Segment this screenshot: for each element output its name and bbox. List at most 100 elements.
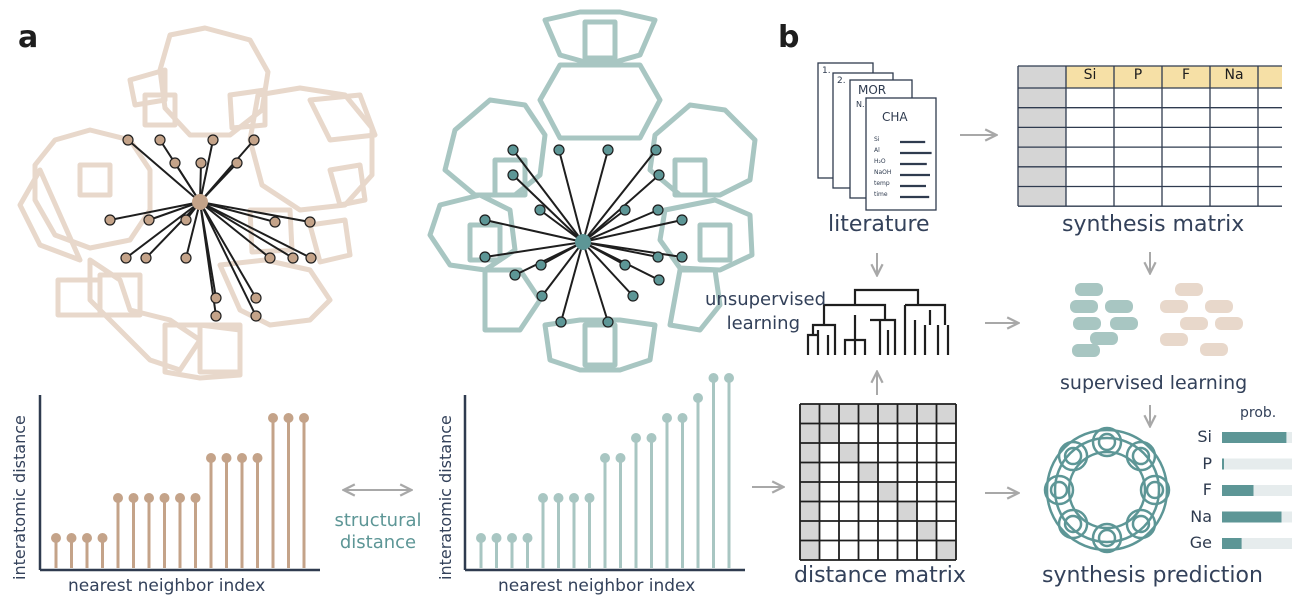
distance-matrix-caption: distance matrix <box>794 563 966 588</box>
chart-right-xlabel: nearest neighbor index <box>498 576 696 596</box>
neighbor-atom <box>619 204 631 216</box>
stem-marker <box>693 393 703 403</box>
neighbor-atom <box>180 252 192 264</box>
neighbor-bond <box>560 241 584 323</box>
stem-marker <box>615 453 626 463</box>
stem-marker <box>113 493 123 503</box>
stem-marker <box>299 413 309 423</box>
prob-bar-fill <box>1222 511 1282 523</box>
matrix-first-row-cell <box>800 404 820 424</box>
neighbor-atom <box>210 292 222 304</box>
matrix-first-col-cell <box>800 423 820 443</box>
neighbor-atom <box>120 252 132 264</box>
neighbor-atom <box>536 290 548 302</box>
neighbor-atom <box>248 134 260 146</box>
prediction-element-label: F <box>1202 480 1212 499</box>
neighbor-atom <box>507 144 519 156</box>
prob-bar-fill <box>1222 538 1242 549</box>
zeolite-inner-pore <box>1145 480 1165 500</box>
beige-neighbor-spokes <box>104 134 317 322</box>
prediction-element-label: Ge <box>1189 533 1212 552</box>
unsupervised-line2: learning <box>726 313 800 334</box>
doc-row-label: H₂O <box>874 158 886 165</box>
neighbor-atom <box>627 290 639 302</box>
stem-marker <box>237 453 247 463</box>
neighbor-bond <box>512 174 584 243</box>
stem-marker <box>724 373 734 383</box>
matrix-first-row-cell <box>839 404 859 424</box>
matrix-first-col-cell <box>800 482 820 502</box>
neighbor-atom <box>507 169 519 181</box>
chart-right-stems <box>476 373 734 568</box>
stem-marker <box>662 413 672 423</box>
prediction-element-label: Si <box>1197 427 1212 446</box>
literature-caption: literature <box>828 212 930 237</box>
doc-row-label: temp <box>874 180 890 187</box>
neighbor-atom <box>195 157 207 169</box>
neighbor-atom <box>676 251 688 263</box>
stem-marker <box>66 533 77 543</box>
doc-label-n: N. <box>856 100 865 109</box>
matrix-first-row-cell <box>878 404 898 424</box>
zeolite-pore <box>1043 474 1075 506</box>
doc-label-2: 2. <box>837 76 846 86</box>
neighbor-bond <box>484 219 584 243</box>
literature-doc-bars <box>900 140 932 199</box>
matrix-diagonal-cell <box>839 443 859 463</box>
neighbor-atom <box>534 204 546 216</box>
neighbor-bond <box>148 201 201 221</box>
zeolite-pore <box>1125 440 1157 472</box>
neighbor-bond <box>109 201 201 221</box>
stem-marker <box>476 533 486 543</box>
matrix-header-cell: Si <box>1083 67 1097 83</box>
zeolite-pore <box>1125 508 1157 540</box>
neighbor-bond <box>199 201 276 223</box>
stem-marker <box>600 453 610 463</box>
predicted-zeolite-icon <box>1043 426 1171 554</box>
matrix-first-col-cell <box>800 521 820 541</box>
neighbor-atom <box>305 252 317 264</box>
neighbor-atom <box>287 252 299 264</box>
panel-b-label: b <box>778 20 800 55</box>
zeolite-pore <box>1091 522 1123 554</box>
doc-row-label: time <box>874 191 888 198</box>
stem-marker <box>584 493 595 503</box>
chart-right-ylabel: interatomic distance <box>436 415 455 580</box>
matrix-first-row-cell <box>897 404 917 424</box>
neighbor-bond <box>582 219 683 243</box>
neighbor-atom <box>653 274 665 286</box>
neighbor-atom <box>653 169 665 181</box>
prob-bar-track <box>1222 538 1292 549</box>
neighbor-bond <box>199 162 238 203</box>
neighbor-bond <box>199 201 271 259</box>
beige-decision-tree-icon <box>1160 283 1243 356</box>
neighbor-atom <box>180 214 192 226</box>
matrix-first-row-cell <box>936 404 956 424</box>
neighbor-atom <box>652 251 664 263</box>
prob-bar-track <box>1222 458 1292 470</box>
doc-label-1: 1. <box>822 66 831 76</box>
neighbor-atom <box>602 144 614 156</box>
stem-marker <box>708 373 719 383</box>
synthesis-matrix <box>1017 65 1282 207</box>
stem-marker <box>283 413 294 423</box>
neighbor-atom <box>535 259 547 271</box>
chart-left-xlabel: nearest neighbor index <box>68 576 266 596</box>
neighbor-atom <box>231 157 243 169</box>
neighbor-atom <box>652 204 664 216</box>
neighbor-atom <box>154 134 166 146</box>
stem-marker <box>51 533 61 543</box>
prob-bar-track <box>1222 485 1292 496</box>
matrix-diagonal-cell <box>819 423 839 443</box>
prediction-element-label: P <box>1202 453 1212 473</box>
doc-label-cha: CHA <box>882 110 908 124</box>
neighbor-bond <box>199 139 214 203</box>
doc-row-label: Si <box>874 136 880 143</box>
beige-framework <box>17 25 378 381</box>
structural-label: structural <box>334 510 422 531</box>
matrix-diagonal-cell <box>917 521 937 541</box>
neighbor-bond <box>125 201 201 259</box>
matrix-header-cell: P <box>1133 67 1143 83</box>
doc-row-label: NaOH <box>874 169 892 176</box>
chart-right-axes <box>463 395 745 572</box>
